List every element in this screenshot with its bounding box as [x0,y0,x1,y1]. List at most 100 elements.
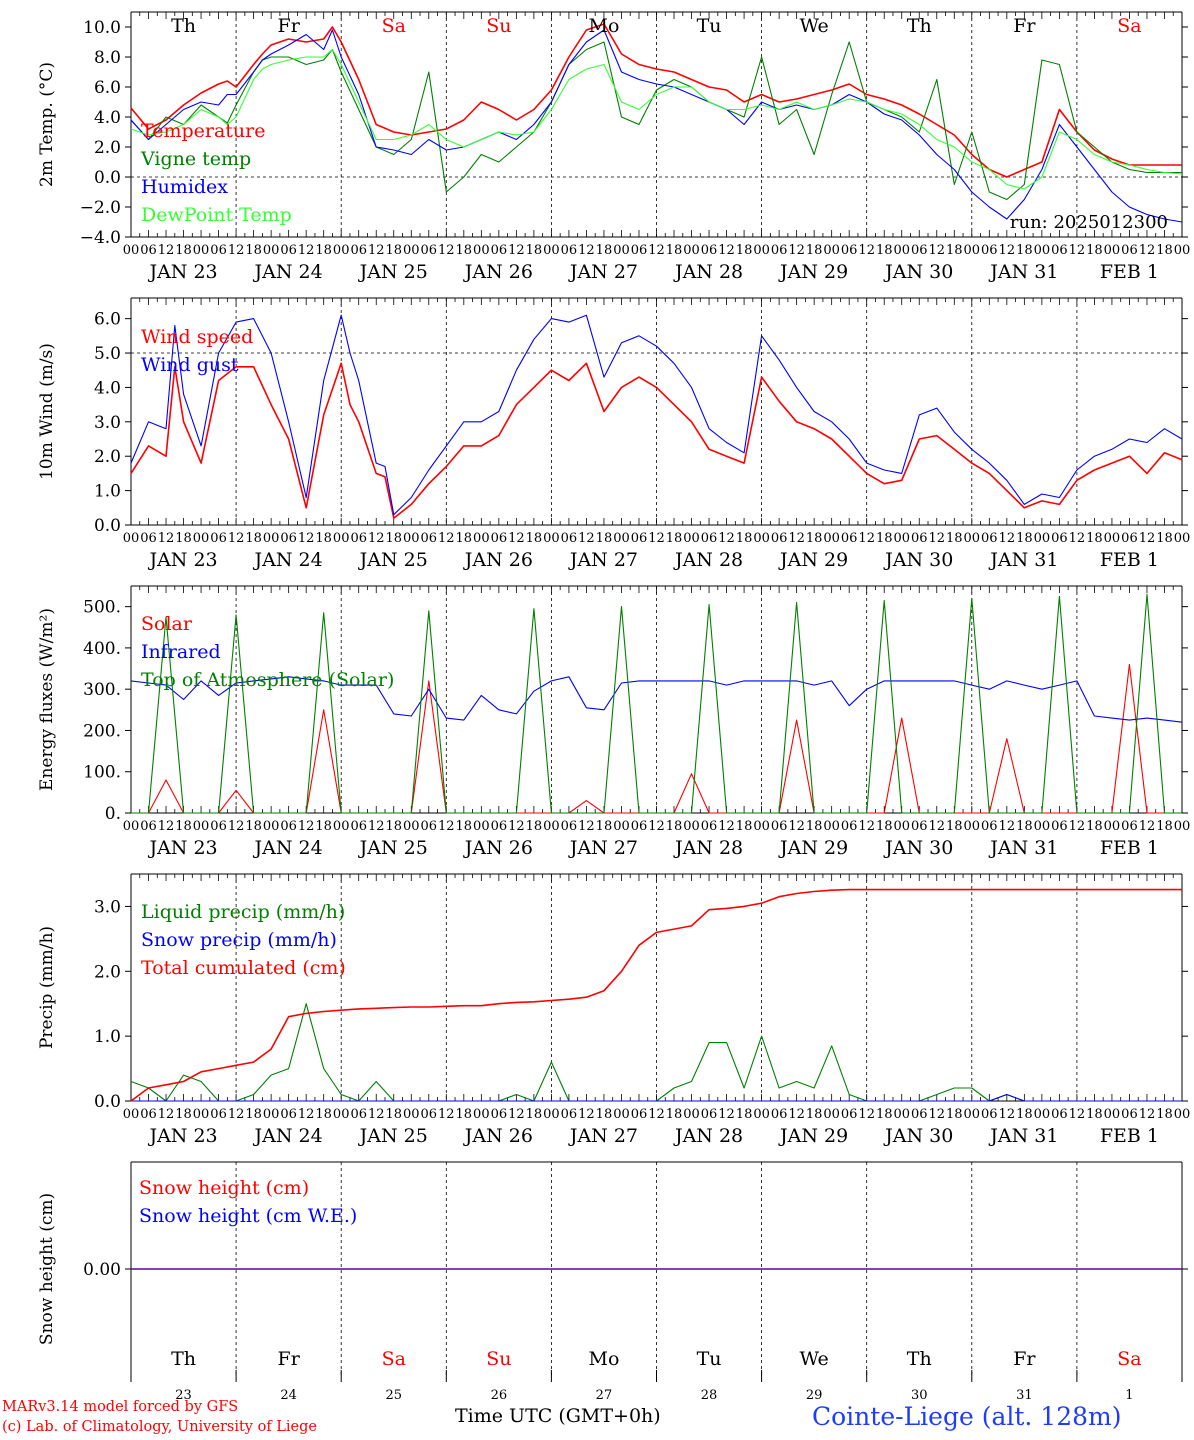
hour-tick-label: 12 [1139,1107,1156,1122]
hour-tick-label: 06 [140,531,157,546]
hour-tick-label: 12 [648,1107,665,1122]
hour-tick-label: 06 [631,243,648,258]
hour-tick-label: 00 [613,819,630,834]
date-label: JAN 26 [463,549,533,571]
y-tick-label: 300. [83,680,121,700]
hour-tick-label: 18 [946,819,963,834]
y-axis-label: Precip (mm/h) [37,926,57,1049]
date-label: JAN 26 [463,261,533,283]
hour-tick-label: 18 [315,819,332,834]
hour-tick-label: 18 [876,819,893,834]
hour-tick-label: 12 [718,1107,735,1122]
hour-tick-label: 06 [701,1107,718,1122]
hour-tick-label: 12 [368,1107,385,1122]
hour-tick-label: 12 [508,531,525,546]
weekday-label: Th [907,15,932,37]
hour-tick-label: 18 [1086,819,1103,834]
date-label: JAN 31 [988,1125,1058,1147]
hour-tick-label: 18 [1156,531,1173,546]
hour-tick-label: 00 [893,1107,910,1122]
hour-tick-label: 06 [421,531,438,546]
hour-tick-label: 18 [315,243,332,258]
hour-tick-label: 06 [841,531,858,546]
hour-tick-label: 12 [1139,819,1156,834]
hour-tick-label: 06 [701,243,718,258]
date-label: JAN 25 [358,1125,428,1147]
day-number-label: 23 [175,1388,192,1403]
hour-tick-label: 12 [438,531,455,546]
hour-tick-label: 12 [1069,531,1086,546]
hour-tick-label: 12 [158,819,175,834]
hour-tick-label: 00 [893,243,910,258]
hour-tick-label: 00 [123,243,140,258]
hour-tick-label: 00 [123,819,140,834]
hour-tick-label: 18 [1016,1107,1033,1122]
credit-line-1: MARv3.14 model forced by GFS [2,1399,239,1415]
y-axis-label: 2m Temp. (°C) [37,62,57,187]
hour-tick-label: 06 [981,243,998,258]
date-label: FEB 1 [1100,261,1159,283]
date-label: JAN 26 [463,837,533,859]
hour-tick-label: 06 [491,243,508,258]
hour-tick-label: 18 [175,1107,192,1122]
hour-tick-label: 12 [928,531,945,546]
hour-tick-label: 12 [718,819,735,834]
weekday-label: Su [486,15,511,37]
hour-tick-label: 12 [1069,243,1086,258]
hour-tick-label: 00 [473,531,490,546]
hour-tick-label: 00 [1034,1107,1051,1122]
hour-tick-label: 00 [1104,531,1121,546]
hour-tick-label: 06 [911,819,928,834]
hour-tick-label: 06 [561,1107,578,1122]
date-label: JAN 29 [778,549,848,571]
hour-tick-label: 12 [648,819,665,834]
hour-tick-label: 06 [491,531,508,546]
y-tick-label: 10.0 [83,18,121,38]
date-label: JAN 31 [988,549,1058,571]
hour-tick-label: 00 [964,531,981,546]
hour-tick-label: 06 [981,819,998,834]
hour-tick-label: 06 [421,1107,438,1122]
day-number-label: 31 [1016,1388,1033,1403]
hour-tick-label: 00 [543,1107,560,1122]
hour-tick-label: 18 [1086,531,1103,546]
hour-tick-label: 12 [788,819,805,834]
weekday-label: Th [907,1348,932,1370]
hour-tick-label: 18 [385,819,402,834]
hour-tick-label: 12 [228,1107,245,1122]
station-label: Cointe-Liege (alt. 128m) [812,1402,1122,1431]
legend-label: Snow height (cm) [139,1177,309,1199]
hour-tick-label: 18 [736,1107,753,1122]
hour-tick-label: 12 [578,1107,595,1122]
hour-tick-label: 12 [158,1107,175,1122]
y-tick-label: 6.0 [94,78,121,98]
hour-tick-label: 06 [350,531,367,546]
run-annotation: run: 2025012300 [1010,212,1168,233]
hour-tick-label: 18 [456,243,473,258]
hour-tick-label: 12 [999,531,1016,546]
date-label: JAN 29 [778,1125,848,1147]
legend-label: Wind gust [141,354,239,376]
series-line-top-of-atmosphere-solar- [131,593,1182,814]
hour-tick-label: 12 [508,819,525,834]
weekday-label: Su [486,1348,511,1370]
hour-tick-label: 12 [298,819,315,834]
series-line-temperature [130,23,1182,178]
legend-label: Liquid precip (mm/h) [141,901,345,923]
hour-tick-label: 00 [193,531,210,546]
y-axis-label: 10m Wind (m/s) [37,343,57,480]
hour-tick-label: 06 [561,819,578,834]
hour-tick-label: 12 [1139,243,1156,258]
hour-tick-label: 18 [456,819,473,834]
y-tick-label: 400. [83,639,121,659]
date-label: JAN 24 [253,261,323,283]
hour-tick-label: 00 [123,531,140,546]
hour-tick-label: 18 [946,243,963,258]
date-label: JAN 23 [147,549,217,571]
hour-tick-label: 06 [1121,1107,1138,1122]
y-tick-label: 4.0 [94,108,121,128]
date-label: JAN 23 [147,837,217,859]
hour-tick-label: 00 [123,1107,140,1122]
panel-2: 00 06 12 18 00 06 12 18 00 06 12 18 00 06 12 18 00 06 12 18… [37,297,1190,571]
date-label: JAN 31 [988,837,1058,859]
